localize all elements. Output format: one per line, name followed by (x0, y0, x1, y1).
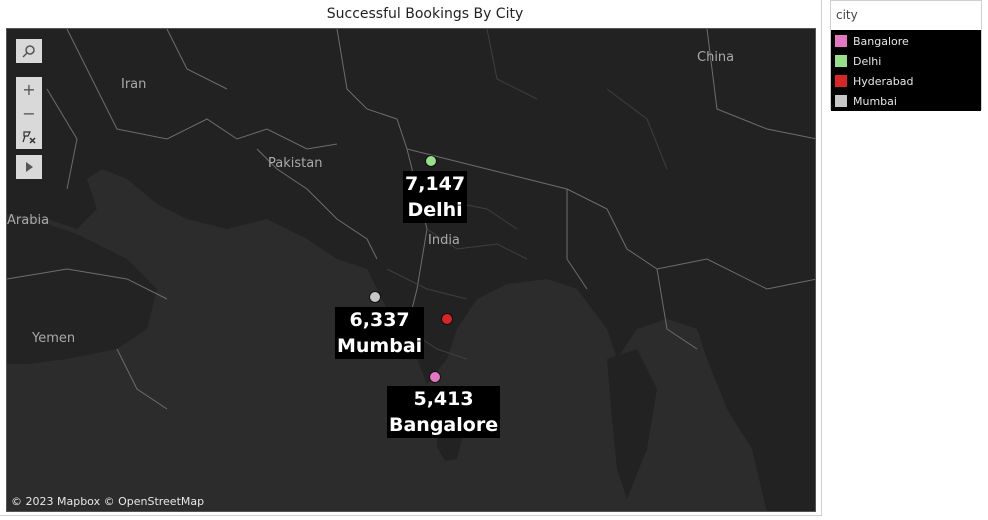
legend-label: Delhi (853, 54, 882, 68)
legend-label: Mumbai (853, 94, 897, 108)
legend-label: Bangalore (853, 34, 909, 48)
mark-label-bangalore: 5,413 Bangalore (387, 386, 501, 438)
legend-label: Hyderabad (853, 74, 914, 88)
mark-label-delhi: 7,147 Delhi (403, 171, 468, 223)
place-label-india: India (428, 233, 460, 248)
place-label-yemen: Yemen (32, 331, 76, 346)
map-view[interactable]: Iran Pakistan China India Arabia Yemen 7… (6, 28, 816, 512)
place-label-arabia: Arabia (7, 213, 50, 228)
legend-swatch (835, 95, 847, 107)
map-attribution[interactable]: © 2023 Mapbox © OpenStreetMap (11, 495, 205, 508)
legend-list: Bangalore Delhi Hyderabad Mumbai (831, 30, 981, 111)
map-title: Successful Bookings By City (326, 6, 524, 22)
expand-toolbar-button[interactable] (16, 155, 42, 179)
mark-city-mumbai: Mumbai (337, 335, 423, 357)
legend-swatch (835, 55, 847, 67)
mark-value-mumbai: 6,337 (349, 309, 410, 331)
marker-delhi[interactable] (426, 156, 436, 166)
legend-swatch (835, 35, 847, 47)
mark-city-delhi: Delhi (407, 199, 463, 221)
basemap (7, 29, 815, 511)
place-label-china: China (697, 50, 735, 65)
marker-hyderabad[interactable] (442, 314, 452, 324)
legend-item-mumbai[interactable]: Mumbai (831, 91, 981, 111)
marker-bangalore[interactable] (430, 372, 440, 382)
place-label-iran: Iran (121, 77, 147, 92)
zoom-in-button[interactable]: + (16, 77, 42, 101)
play-arrow-icon (26, 162, 33, 172)
legend-item-delhi[interactable]: Delhi (831, 51, 981, 71)
legend-item-bangalore[interactable]: Bangalore (831, 31, 981, 51)
reset-map-button[interactable] (16, 125, 42, 149)
map-toolbar: + − (16, 39, 42, 179)
search-icon (22, 45, 35, 58)
pin-reset-icon (22, 131, 36, 144)
marker-mumbai[interactable] (370, 292, 380, 302)
dashboard-frame (0, 0, 822, 516)
legend-item-hyderabad[interactable]: Hyderabad (831, 71, 981, 91)
mark-value-delhi: 7,147 (405, 173, 466, 195)
mark-city-bangalore: Bangalore (389, 414, 499, 436)
legend-swatch (835, 75, 847, 87)
zoom-out-button[interactable]: − (16, 101, 42, 125)
mark-label-mumbai: 6,337 Mumbai (335, 307, 425, 359)
mark-value-bangalore: 5,413 (413, 388, 474, 410)
place-label-pakistan: Pakistan (268, 156, 323, 171)
legend-title: city (836, 8, 858, 22)
city-legend: city Bangalore Delhi Hyderabad Mumbai (830, 0, 982, 111)
search-button[interactable] (16, 39, 42, 63)
